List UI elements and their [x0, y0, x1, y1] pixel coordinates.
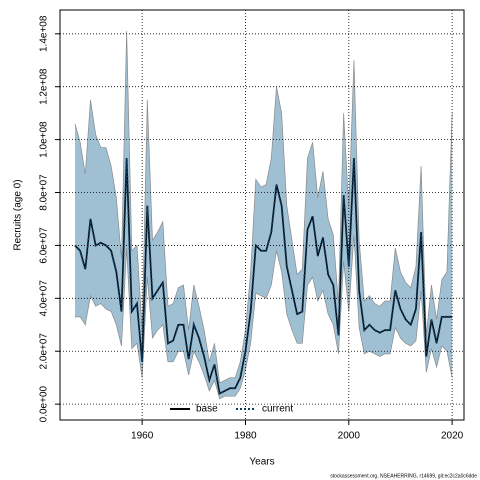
x-axis-label: Years: [249, 457, 274, 468]
x-tick-label: 1980: [234, 431, 257, 442]
x-tick-label: 2020: [441, 431, 464, 442]
band-edge: [74, 234, 453, 400]
y-tick-label: 1.4e+08: [39, 15, 50, 52]
y-tick-label: 0.0e+00: [39, 385, 50, 422]
band-edge: [74, 31, 453, 384]
footnote: stockassessment.org, NSEAHERRING, r14699…: [330, 473, 477, 479]
y-tick-label: 8.0e+07: [39, 174, 50, 211]
x-tick-label: 2000: [338, 431, 361, 442]
y-tick-label: 6.0e+07: [39, 227, 50, 264]
series-line: [74, 158, 453, 396]
plot-frame: [59, 9, 465, 421]
confidence-band: [74, 31, 453, 399]
y-tick-label: 2.0e+07: [39, 333, 50, 370]
y-tick-label: 4.0e+07: [39, 280, 50, 317]
y-tick-label: 1.2e+08: [39, 68, 50, 105]
y-axis-label: Recruits (age 0): [13, 179, 24, 250]
legend-label: current: [262, 404, 293, 415]
x-tick-label: 1960: [131, 431, 154, 442]
y-tick-label: 1.0e+08: [39, 121, 50, 158]
legend-label: base: [196, 404, 218, 415]
